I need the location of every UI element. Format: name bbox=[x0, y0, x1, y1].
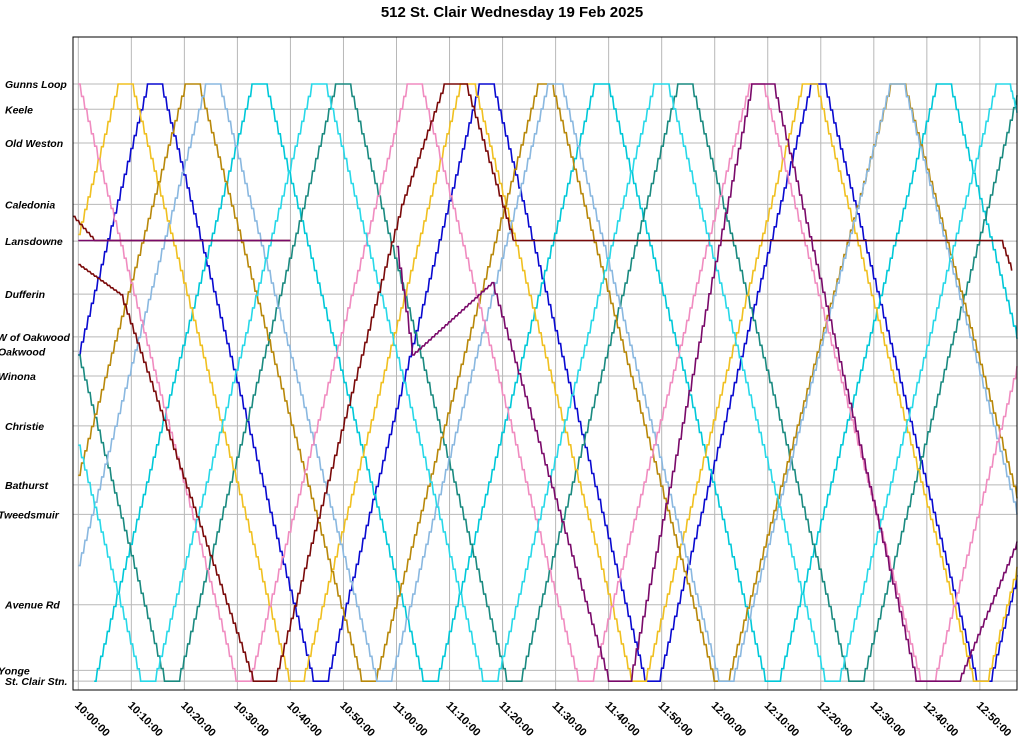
x-tick-label: 11:30:00 bbox=[549, 700, 588, 739]
trip-line-10c bbox=[1001, 239, 1013, 271]
trip-line-9 bbox=[73, 215, 95, 241]
stop-labels: Gunns Loop Keele Old Weston Caledonia Lansdo… bbox=[0, 79, 70, 688]
trip-line-10 bbox=[78, 83, 514, 682]
x-tick-label: 12:10:00 bbox=[762, 700, 802, 740]
stop-label: Lansdowne bbox=[5, 236, 63, 248]
x-tick-label: 12:30:00 bbox=[868, 700, 908, 740]
x-tick-label: 12:20:00 bbox=[815, 700, 855, 740]
stop-label: Bathurst bbox=[5, 480, 49, 492]
stop-label: Winona bbox=[0, 371, 36, 383]
trip-line-8 bbox=[78, 83, 1018, 682]
stop-label: Gunns Loop bbox=[5, 79, 67, 91]
chart-title: 512 St. Clair Wednesday 19 Feb 2025 bbox=[380, 4, 644, 21]
stop-label: Christie bbox=[5, 421, 44, 433]
stop-label: W of Oakwood bbox=[0, 332, 70, 344]
x-tick-label: 10:50:00 bbox=[337, 700, 377, 740]
series-lines bbox=[73, 83, 1018, 682]
x-tick-label: 11:00:00 bbox=[390, 700, 429, 739]
trip-line-6 bbox=[78, 83, 1018, 682]
stop-label: Keele bbox=[5, 104, 33, 116]
x-tick-label: 12:50:00 bbox=[974, 700, 1014, 740]
x-tick-label: 11:10:00 bbox=[443, 700, 482, 739]
stop-label: Tweedsmuir bbox=[0, 509, 60, 521]
x-tick-label: 10:00:00 bbox=[72, 700, 112, 740]
x-tick-label: 10:40:00 bbox=[284, 700, 324, 740]
stop-label: Oakwood bbox=[0, 346, 46, 358]
tick-labels: 10:00:00 10:10:00 10:20:00 10:30:00 10:40:00… bbox=[72, 700, 1013, 740]
stop-label: Caledonia bbox=[5, 199, 55, 211]
x-tick-label: 12:40:00 bbox=[921, 700, 961, 740]
x-tick-label: 10:20:00 bbox=[178, 700, 218, 740]
x-tick-label: 11:40:00 bbox=[603, 700, 642, 739]
plot-frame bbox=[72, 36, 1018, 691]
trip-line-2 bbox=[94, 83, 1018, 682]
trip-line-7 bbox=[78, 83, 1018, 682]
x-tick-label: 12:00:00 bbox=[709, 700, 749, 740]
stop-label: Dufferin bbox=[5, 289, 45, 301]
x-tick-label: 10:30:00 bbox=[231, 700, 271, 740]
x-tick-label: 11:50:00 bbox=[656, 700, 695, 739]
trip-line-12 bbox=[396, 83, 1018, 682]
trip-line-4 bbox=[78, 83, 1018, 682]
stop-label: St. Clair Stn. bbox=[5, 676, 68, 688]
stop-label: Avenue Rd bbox=[4, 600, 60, 612]
stop-label: Old Weston bbox=[5, 138, 63, 150]
stop-label: Yonge bbox=[0, 665, 30, 677]
trip-line-1 bbox=[78, 83, 1018, 682]
trip-line-5 bbox=[78, 83, 1018, 682]
x-tick-label: 10:10:00 bbox=[125, 700, 165, 740]
trip-line-3 bbox=[78, 83, 1018, 682]
x-tick-label: 11:20:00 bbox=[496, 700, 535, 739]
